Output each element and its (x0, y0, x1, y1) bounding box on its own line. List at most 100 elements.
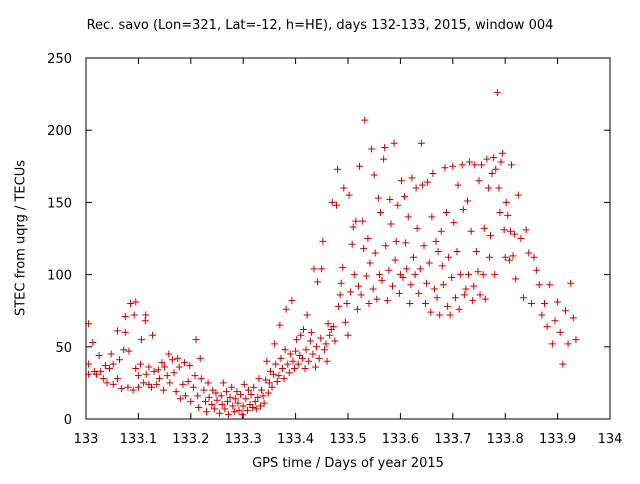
x-tick-label: 133.3 (225, 432, 262, 447)
data-point-plus-marker (125, 347, 133, 355)
data-point-plus-marker (203, 408, 211, 416)
data-point-plus-marker (535, 281, 543, 289)
data-point-plus-marker (225, 411, 233, 419)
data-point-plus-marker (191, 372, 199, 380)
x-tick-label: 133.5 (329, 432, 366, 447)
data-point-plus-marker (315, 354, 323, 362)
data-point-plus-marker (466, 158, 474, 166)
data-point-plus-marker (541, 299, 548, 307)
data-point-plus-marker (365, 299, 373, 307)
data-point-plus-marker (425, 259, 433, 267)
data-point-plus-marker (559, 360, 567, 368)
data-point-plus-marker (148, 383, 155, 391)
data-point-plus-marker (189, 383, 197, 391)
data-point-plus-marker (140, 379, 148, 387)
data-point-plus-marker (277, 354, 285, 362)
data-point-plus-marker (546, 281, 554, 289)
data-point-plus-marker (454, 181, 462, 189)
data-point-plus-marker (505, 256, 513, 264)
data-point-plus-marker (187, 398, 195, 406)
data-point-plus-marker (403, 265, 411, 273)
data-point-plus-marker (439, 281, 447, 289)
axis-ticks: 133 133.1 133.2 133.3 133.4 133.5 133.6 133.7 13… (47, 52, 622, 447)
data-point-plus-marker (572, 336, 580, 344)
data-point-plus-marker (298, 354, 306, 362)
data-point-plus-marker (341, 318, 349, 326)
x-tick-label: 133 (74, 432, 99, 447)
data-point-plus-marker (373, 295, 381, 303)
data-point-plus-marker (150, 367, 158, 375)
data-point-plus-marker (449, 162, 457, 170)
data-point-plus-marker (350, 271, 358, 279)
data-point-plus-marker (292, 347, 300, 355)
y-tick-label: 100 (47, 269, 72, 284)
data-point-plus-marker (294, 360, 302, 368)
data-point-plus-marker (285, 369, 293, 377)
data-point-plus-marker (132, 364, 140, 372)
data-point-plus-marker (511, 230, 519, 238)
data-point-plus-marker (444, 302, 452, 310)
data-point-plus-marker (446, 311, 454, 319)
data-point-plus-marker (564, 340, 572, 348)
data-point-plus-marker (356, 162, 364, 170)
data-point-plus-marker (205, 393, 213, 401)
data-point-plus-marker (305, 357, 313, 365)
y-axis-title: STEC from uqrg / TECUs (13, 159, 29, 317)
data-point-plus-marker (291, 364, 299, 372)
data-point-plus-marker (509, 252, 517, 260)
data-point-plus-marker (172, 388, 180, 396)
data-point-plus-marker (450, 219, 458, 227)
data-point-plus-marker (195, 403, 203, 411)
data-point-plus-marker (194, 392, 202, 400)
data-point-plus-marker (353, 305, 361, 313)
data-points (85, 89, 580, 419)
data-point-plus-marker (548, 340, 556, 348)
data-point-plus-marker (200, 386, 208, 394)
data-point-plus-marker (371, 249, 379, 257)
data-point-plus-marker (410, 253, 417, 261)
data-point-plus-marker (240, 380, 248, 388)
data-point-plus-marker (423, 279, 431, 287)
data-point-plus-marker (349, 223, 357, 231)
data-point-plus-marker (380, 155, 388, 163)
data-point-plus-marker (502, 198, 510, 206)
x-tick-label: 133.4 (277, 432, 314, 447)
data-point-plus-marker (244, 386, 252, 394)
chart-title: Rec. savo (Lon=321, Lat=-12, h=HE), days… (86, 18, 554, 33)
data-point-plus-marker (404, 213, 412, 221)
data-point-plus-marker (493, 89, 501, 97)
data-point-plus-marker (538, 311, 546, 319)
data-point-plus-marker (154, 366, 162, 374)
data-point-plus-marker (420, 242, 428, 250)
data-point-plus-marker (343, 299, 351, 307)
data-point-plus-marker (517, 235, 525, 242)
data-point-plus-marker (272, 360, 280, 368)
data-point-plus-marker (492, 165, 500, 173)
data-point-plus-marker (303, 311, 311, 319)
data-point-plus-marker (130, 311, 138, 319)
data-point-plus-marker (481, 295, 489, 303)
data-point-plus-marker (462, 285, 470, 293)
data-point-plus-marker (424, 178, 432, 186)
data-point-plus-marker (142, 370, 150, 378)
data-point-plus-marker (427, 308, 435, 316)
data-point-plus-marker (497, 158, 505, 166)
data-point-plus-marker (460, 291, 468, 299)
data-point-plus-marker (432, 237, 440, 245)
data-point-plus-marker (186, 362, 194, 370)
data-point-plus-marker (520, 294, 528, 302)
data-point-plus-marker (391, 256, 399, 264)
data-point-plus-marker (375, 271, 383, 279)
data-point-plus-marker (297, 331, 305, 339)
data-point-plus-marker (288, 297, 296, 305)
data-point-plus-marker (181, 359, 189, 367)
data-point-plus-marker (237, 390, 245, 398)
data-point-plus-marker (567, 279, 575, 287)
data-point-plus-marker (491, 271, 499, 279)
data-point-plus-marker (453, 247, 461, 255)
data-point-plus-marker (438, 262, 446, 270)
data-point-plus-marker (348, 240, 356, 248)
data-point-plus-marker (280, 375, 288, 383)
data-point-plus-marker (361, 116, 369, 124)
